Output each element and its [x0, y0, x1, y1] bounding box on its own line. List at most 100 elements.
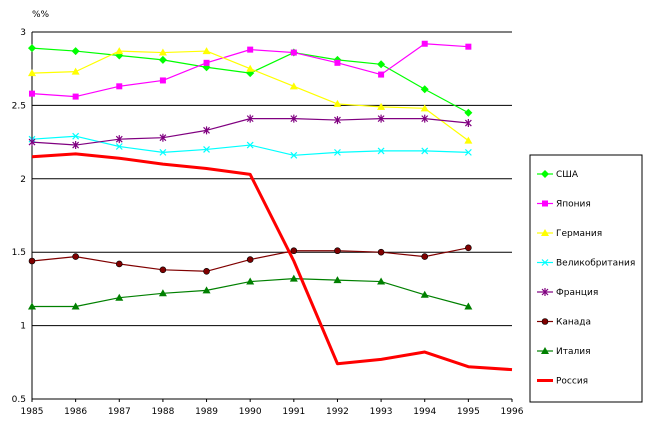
data-point — [71, 67, 80, 75]
data-point — [115, 260, 123, 268]
legend-label: Япония — [556, 200, 591, 210]
data-point — [28, 302, 36, 310]
data-point — [246, 277, 255, 285]
data-point — [465, 43, 472, 50]
data-point — [159, 133, 167, 142]
data-point — [377, 102, 386, 110]
data-point — [420, 290, 429, 298]
data-point — [420, 85, 429, 94]
legend-marker — [541, 288, 549, 296]
y-tick-label: 1 — [20, 322, 26, 332]
x-tick-label: 1993 — [370, 407, 393, 417]
y-tick-label: 1.5 — [12, 248, 26, 258]
data-point — [289, 82, 298, 90]
data-point — [246, 256, 254, 263]
data-point — [421, 147, 429, 155]
x-tick-label: 1987 — [108, 407, 131, 417]
data-point — [115, 143, 123, 150]
data-point — [464, 108, 473, 117]
x-tick-label: 1988 — [151, 407, 174, 417]
data-point — [290, 151, 298, 159]
data-point — [115, 293, 124, 301]
data-point — [28, 138, 36, 147]
data-point — [28, 257, 36, 265]
data-point — [203, 146, 210, 153]
data-point — [334, 116, 341, 125]
legend-label: Германия — [556, 229, 602, 239]
axes: 0.5 1 1.5 2 2.5 3 1985 1986 1987 1988 1989 1990 1991… — [12, 28, 524, 417]
data-point — [158, 289, 167, 297]
data-point — [464, 136, 473, 144]
data-point — [247, 46, 254, 53]
x-tick-label: 1994 — [413, 407, 436, 417]
data-point — [203, 126, 210, 135]
data-point — [333, 276, 342, 284]
x-tick-label: 1986 — [64, 407, 87, 417]
data-point — [72, 132, 80, 140]
data-point — [202, 286, 211, 294]
data-point — [246, 114, 254, 123]
series-lines — [28, 40, 513, 372]
data-point — [333, 99, 342, 107]
data-point — [464, 119, 472, 128]
data-point — [377, 248, 385, 256]
x-tick-label: 1990 — [239, 407, 262, 417]
series-line-7 — [31, 152, 513, 372]
data-point — [377, 147, 385, 155]
data-point — [377, 277, 386, 285]
data-point — [29, 90, 35, 97]
series-line-2 — [31, 50, 469, 142]
data-point — [246, 141, 254, 149]
x-tick-label: 1985 — [21, 407, 44, 417]
y-tick-label: 3 — [20, 28, 26, 38]
data-point — [115, 47, 124, 55]
data-point — [159, 77, 166, 84]
data-point — [420, 104, 429, 112]
data-point — [72, 253, 79, 260]
legend: США Япония Германия Великобритания Франция Ка… — [529, 154, 643, 403]
data-point — [202, 47, 211, 55]
legend-label: Великобритания — [556, 259, 635, 269]
legend-label: Канада — [556, 318, 591, 328]
legend-label: Италия — [556, 347, 591, 357]
data-point — [377, 60, 386, 69]
x-tick-label: 1991 — [282, 407, 305, 417]
y-axis-label: %% — [32, 10, 50, 20]
x-tick-label: 1992 — [326, 407, 349, 417]
data-point — [159, 266, 167, 274]
data-point — [464, 302, 473, 310]
y-tick-label: 0.5 — [12, 395, 26, 405]
data-point — [290, 247, 298, 255]
data-point — [290, 114, 298, 123]
data-point — [158, 48, 167, 56]
legend-marker — [541, 318, 549, 325]
legend-marker — [541, 229, 549, 236]
data-point — [203, 267, 210, 275]
data-point — [334, 247, 341, 255]
data-point — [334, 148, 341, 156]
data-point — [465, 244, 472, 252]
data-point — [289, 274, 298, 282]
x-tick-label: 1995 — [457, 407, 480, 417]
legend-label: Франция — [556, 288, 598, 298]
data-point — [421, 40, 428, 47]
data-point — [290, 49, 297, 56]
legend-box — [529, 154, 643, 403]
legend-marker — [541, 347, 549, 354]
data-point — [378, 71, 385, 78]
legend-marker — [542, 200, 548, 207]
data-point — [72, 141, 80, 150]
data-point — [28, 44, 36, 53]
data-point — [116, 83, 123, 90]
data-point — [71, 302, 80, 310]
legend-marker — [541, 170, 549, 178]
data-point — [115, 135, 123, 144]
x-tick-label: 1989 — [195, 407, 218, 417]
data-point — [421, 253, 429, 260]
data-point — [246, 64, 255, 72]
legend-label: Россия — [556, 377, 588, 387]
data-point — [334, 59, 341, 66]
y-tick-label: 2 — [20, 175, 26, 185]
data-point — [464, 148, 472, 156]
